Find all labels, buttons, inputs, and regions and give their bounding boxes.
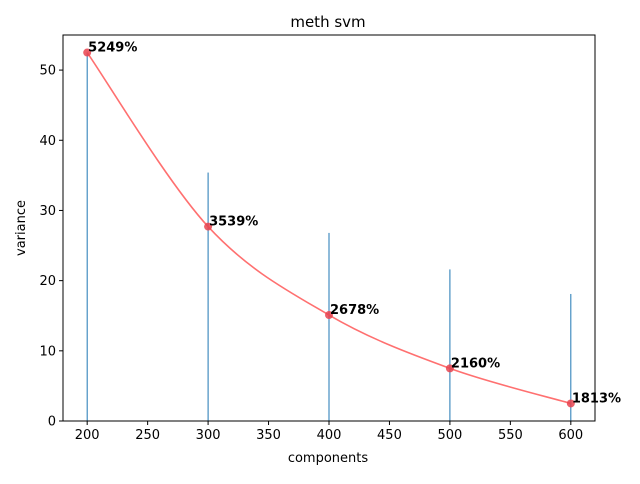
data-label: 2160% (451, 356, 500, 371)
data-point (83, 48, 92, 57)
data-point (566, 399, 575, 408)
y-tick-label: 0 (48, 415, 56, 430)
data-label: 3539% (209, 215, 258, 230)
y-tick-label: 20 (39, 274, 56, 289)
bar (570, 293, 572, 421)
x-tick-label: 600 (558, 428, 583, 443)
data-label: 1813% (572, 391, 621, 406)
bars-layer (86, 52, 572, 421)
data-point (204, 222, 213, 231)
data-label: 5249% (88, 41, 137, 56)
y-axis-label: variance (14, 200, 29, 256)
chart-title: meth svm (290, 13, 365, 31)
series-line (86, 52, 572, 405)
y-tick-label: 10 (39, 344, 56, 359)
bar (328, 232, 330, 421)
x-tick-label: 500 (437, 428, 462, 443)
x-axis: 200 250 300 350 400 450 500 550 600 (75, 421, 583, 443)
y-axis: 0 10 20 30 40 50 (39, 64, 63, 430)
y-tick-label: 40 (39, 134, 56, 149)
data-label: 2678% (330, 303, 379, 318)
y-tick-label: 50 (39, 64, 56, 79)
x-tick-label: 450 (377, 428, 402, 443)
labels-layer: 5249% 3539% 2678% 2160% 1813% (88, 41, 621, 407)
data-point (445, 364, 454, 373)
x-tick-label: 300 (196, 428, 221, 443)
bar (449, 269, 451, 421)
x-tick-label: 550 (498, 428, 523, 443)
line-layer (83, 48, 575, 408)
x-tick-label: 400 (317, 428, 342, 443)
y-tick-label: 30 (39, 204, 56, 219)
x-tick-label: 250 (135, 428, 160, 443)
data-point (325, 311, 333, 320)
x-tick-label: 200 (75, 428, 100, 443)
x-axis-label: components (288, 451, 369, 466)
x-tick-label: 350 (256, 428, 281, 443)
bar (86, 52, 88, 421)
bar (207, 172, 209, 421)
